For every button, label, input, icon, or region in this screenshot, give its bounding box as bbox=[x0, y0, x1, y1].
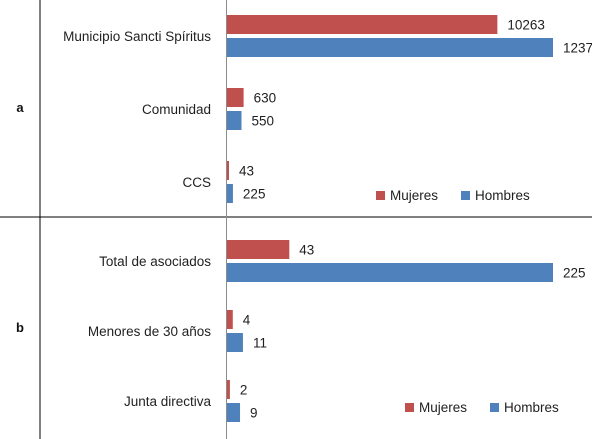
data-label-hombres: 11 bbox=[253, 336, 267, 351]
chart-marks: Municipio Sancti Spíritus 10263 12375 Comun… bbox=[63, 15, 592, 422]
legend-swatch-hombres bbox=[461, 191, 470, 200]
bar-mujeres bbox=[227, 310, 233, 329]
bar-hombres bbox=[227, 263, 553, 282]
bar-hombres bbox=[227, 111, 242, 130]
category-label: CCS bbox=[182, 175, 211, 190]
bar-mujeres bbox=[227, 88, 244, 107]
bar-hombres bbox=[227, 333, 243, 352]
legend-label-hombres: Hombres bbox=[475, 188, 530, 203]
data-label-hombres: 225 bbox=[563, 266, 586, 281]
category-label: Menores de 30 años bbox=[88, 324, 211, 339]
bar-hombres bbox=[227, 184, 233, 203]
panel-label-b: b bbox=[16, 320, 24, 335]
data-label-mujeres: 630 bbox=[254, 91, 277, 106]
panel-label-a: a bbox=[16, 100, 24, 115]
data-label-mujeres: 4 bbox=[243, 313, 251, 328]
category-label: Junta directiva bbox=[124, 394, 212, 409]
data-label-hombres: 225 bbox=[243, 187, 266, 202]
legend-swatch-hombres bbox=[490, 403, 499, 412]
category-label: Municipio Sancti Spíritus bbox=[63, 29, 211, 44]
legend-label-hombres: Hombres bbox=[504, 400, 559, 415]
bar-mujeres bbox=[227, 161, 229, 180]
bar-hombres bbox=[227, 38, 553, 57]
legend-label-mujeres: Mujeres bbox=[419, 400, 467, 415]
data-label-hombres: 9 bbox=[250, 406, 258, 421]
legend-swatch-mujeres bbox=[376, 191, 385, 200]
data-label-mujeres: 43 bbox=[299, 243, 314, 258]
bar-hombres bbox=[227, 403, 241, 422]
data-label-mujeres: 2 bbox=[240, 383, 248, 398]
data-label-hombres: 550 bbox=[251, 114, 274, 129]
legend-swatch-mujeres bbox=[405, 403, 414, 412]
bar-mujeres bbox=[227, 240, 290, 259]
legend-label-mujeres: Mujeres bbox=[390, 188, 438, 203]
category-label: Total de asociados bbox=[99, 254, 211, 269]
data-label-mujeres: 43 bbox=[239, 164, 254, 179]
bar-mujeres bbox=[227, 15, 498, 34]
category-label: Comunidad bbox=[142, 102, 211, 117]
data-label-mujeres: 10263 bbox=[507, 18, 545, 33]
data-label-hombres: 12375 bbox=[563, 41, 592, 56]
bar-mujeres bbox=[227, 380, 230, 399]
